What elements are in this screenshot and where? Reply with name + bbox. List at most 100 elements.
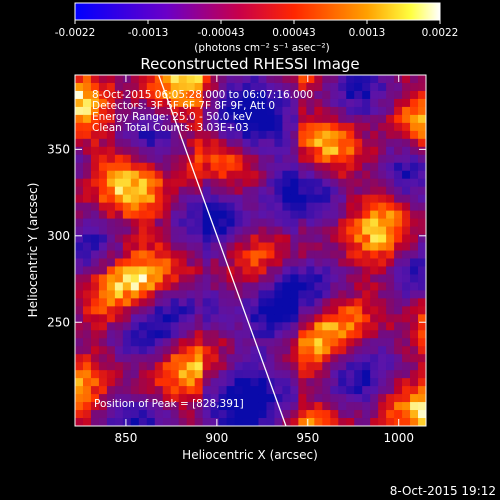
heatmap-cell [210, 266, 219, 275]
heatmap-cell [106, 234, 116, 243]
heatmap-cell [162, 202, 172, 212]
heatmap-cell [162, 114, 172, 124]
heatmap-cell [386, 114, 395, 124]
heatmap-cell [354, 186, 363, 196]
heatmap-cell [138, 106, 148, 116]
heatmap-cell [178, 258, 188, 267]
heatmap-cell [202, 314, 212, 323]
heatmap-cell [170, 290, 180, 299]
heatmap-cell [138, 250, 148, 259]
heatmap-cell [394, 226, 403, 235]
heatmap-cell [162, 338, 172, 347]
heatmap-cell [178, 290, 188, 299]
heatmap-cell [298, 354, 307, 363]
heatmap-cell [258, 298, 267, 307]
heatmap-cell [402, 362, 411, 371]
heatmap-cell [218, 314, 227, 323]
heatmap-cell [362, 322, 371, 331]
heatmap-cell [138, 322, 148, 331]
heatmap-cell [346, 386, 355, 395]
heatmap-cell [378, 82, 387, 92]
heatmap-cell [130, 210, 140, 219]
heatmap-cell [75, 274, 84, 283]
heatmap-cell [146, 386, 156, 395]
heatmap-cell [394, 306, 403, 315]
heatmap-cell [186, 298, 196, 307]
heatmap-cell [306, 250, 315, 259]
heatmap-cell [402, 75, 411, 84]
heatmap-cell [418, 378, 426, 387]
heatmap-cell [122, 354, 132, 363]
heatmap-cell [75, 346, 84, 355]
y-tick-label: 350 [47, 142, 70, 156]
heatmap-cell [346, 330, 355, 339]
heatmap-cell [290, 122, 299, 132]
heatmap-cell [378, 282, 387, 291]
heatmap-cell [298, 250, 307, 259]
heatmap-cell [362, 178, 371, 188]
heatmap-cell [338, 386, 347, 395]
heatmap-cell [250, 170, 259, 180]
heatmap-cell [218, 226, 227, 235]
heatmap-cell [290, 258, 299, 267]
heatmap-cell [258, 314, 267, 323]
heatmap-cell [138, 210, 148, 219]
heatmap-cell [178, 282, 188, 291]
heatmap-cell [378, 122, 387, 132]
heatmap-cell [346, 298, 355, 307]
heatmap-cell [154, 114, 164, 124]
heatmap-cell [122, 250, 132, 259]
heatmap-cell [162, 362, 172, 371]
heatmap-cell [106, 75, 116, 84]
heatmap-cell [234, 210, 243, 219]
heatmap-cell [138, 362, 148, 371]
heatmap-cell [98, 146, 108, 156]
heatmap-cell [330, 346, 339, 355]
heatmap-cell [202, 194, 212, 204]
heatmap-cell [322, 378, 331, 387]
heatmap-cell [114, 354, 124, 363]
heatmap-cell [354, 210, 363, 219]
heatmap-cell [106, 106, 116, 116]
heatmap-cell [290, 370, 299, 379]
heatmap-cell [234, 338, 243, 347]
heatmap-cell [410, 170, 419, 180]
heatmap-cell [114, 322, 124, 331]
heatmap-cell [290, 178, 299, 188]
heatmap-cell [178, 250, 188, 259]
heatmap-cell [266, 330, 275, 339]
heatmap-cell [170, 258, 180, 267]
heatmap-cell [218, 338, 227, 347]
heatmap-cell [378, 130, 387, 140]
heatmap-cell [122, 386, 132, 395]
heatmap-cell [346, 346, 355, 355]
heatmap-cell [330, 154, 339, 164]
heatmap-cell [258, 282, 267, 291]
heatmap-cell [75, 234, 84, 243]
heatmap-cell [186, 114, 196, 124]
heatmap-cell [290, 114, 299, 124]
heatmap-cell [250, 75, 259, 84]
heatmap-cell [154, 330, 164, 339]
heatmap-cell [402, 338, 411, 347]
colorbar-tick-label: -0.0022 [55, 27, 96, 39]
heatmap-cell [234, 402, 243, 411]
heatmap-cell [298, 178, 307, 188]
heatmap-cell [402, 314, 411, 323]
heatmap-cell [394, 130, 403, 140]
heatmap-cell [306, 162, 315, 172]
heatmap-cell [138, 234, 148, 243]
heatmap-cell [178, 75, 188, 84]
heatmap-cell [258, 250, 267, 259]
heatmap-cell [186, 354, 196, 363]
heatmap-cell [250, 154, 259, 164]
heatmap-cell [202, 386, 212, 395]
heatmap-cell [210, 354, 219, 363]
heatmap-cell [226, 122, 235, 132]
heatmap-cell [138, 386, 148, 395]
heatmap-cell [146, 266, 156, 275]
heatmap-cell [218, 386, 227, 395]
heatmap-cell [146, 82, 156, 92]
heatmap-cell [282, 362, 291, 371]
heatmap-cell [226, 410, 235, 419]
